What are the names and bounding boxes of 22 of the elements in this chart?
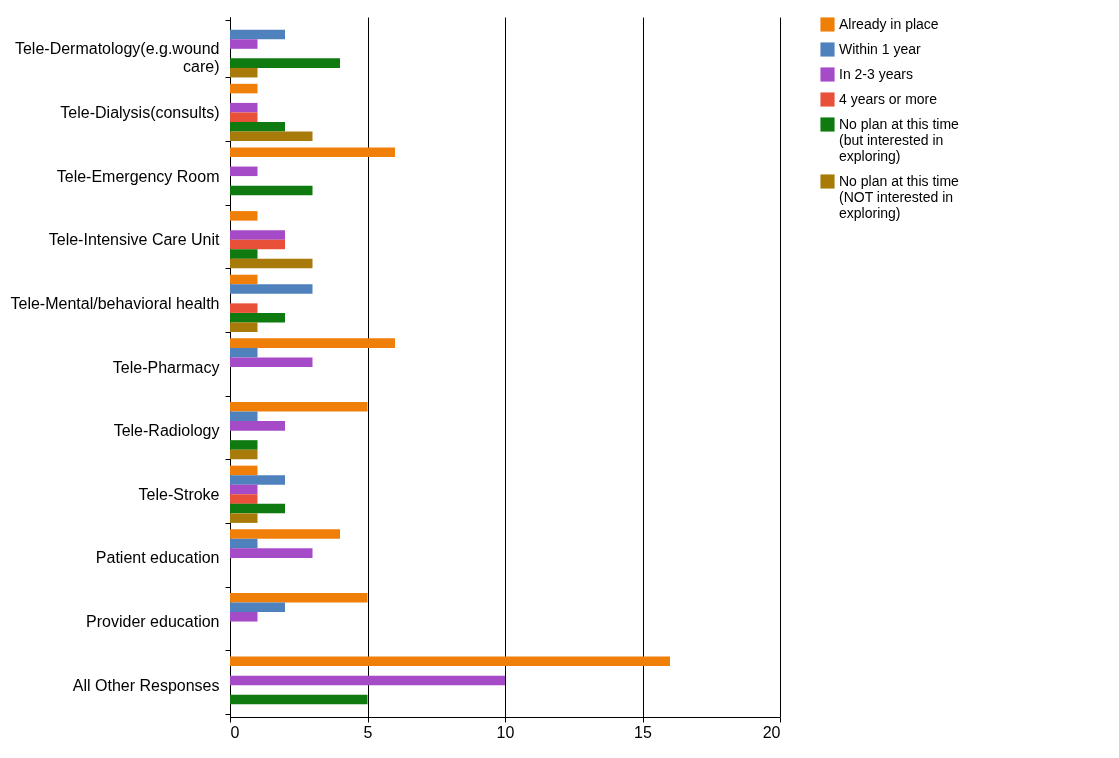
y-tick-label: Tele-Radiology xyxy=(113,422,220,440)
x-tick-label: 5 xyxy=(363,723,373,741)
y-tick-label: Tele-Mental/behavioral health xyxy=(10,294,220,312)
y-tick-label: Tele-Stroke xyxy=(138,485,220,503)
legend-label: No plan at this time (but interested in exploring) xyxy=(839,115,960,164)
y-tick-label: Tele-Intensive Care Unit xyxy=(48,231,221,249)
legend-label: Within 1 year xyxy=(839,40,922,57)
y-tick-label: All Other Responses xyxy=(72,676,220,694)
legend-label: In 2-3 years xyxy=(839,65,913,82)
x-tick-label: 20 xyxy=(762,723,781,741)
legend-label: 4 years or more xyxy=(839,90,938,107)
x-tick-label: 15 xyxy=(634,723,652,741)
legend-label: No plan at this time (NOT interested in exploring) xyxy=(839,172,960,221)
x-tick-label: 0 xyxy=(230,723,240,741)
legend-label: Already in place xyxy=(839,15,939,32)
y-tick-label: Patient education xyxy=(95,549,220,567)
y-tick-label: Tele-Emergency Room xyxy=(56,167,220,185)
y-tick-label: Tele-Dermatology(e.g.wound care) xyxy=(14,40,220,76)
y-tick-label: Provider education xyxy=(86,613,220,631)
x-tick-label: 10 xyxy=(496,723,515,741)
y-tick-label: Tele-Pharmacy xyxy=(112,358,220,376)
y-tick-label: Tele-Dialysis(consults) xyxy=(60,103,220,121)
